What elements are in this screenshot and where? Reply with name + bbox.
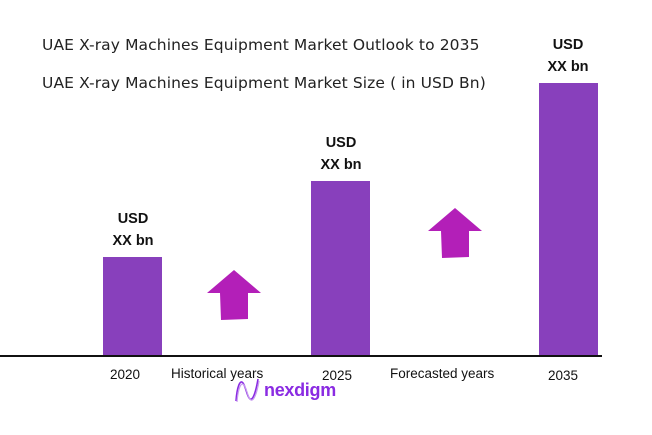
growth-arrow-up-icon (428, 208, 482, 258)
chart-title: UAE X-ray Machines Equipment Market Outl… (42, 36, 480, 54)
x-label-2035: 2035 (548, 368, 579, 383)
bar-2025 (311, 181, 370, 356)
value-label-2020: USD XX bn (112, 211, 154, 249)
historical-years-label: Historical years (171, 366, 264, 381)
value-label-2025: USD XX bn (320, 135, 362, 173)
logo-text: nexdigm (264, 379, 336, 400)
bar-2020 (103, 257, 162, 356)
forecasted-years-label: Forecasted years (390, 366, 495, 381)
growth-arrow-up-icon (207, 270, 261, 320)
nexdigm-logo: nexdigm (234, 377, 336, 403)
x-label-2025: 2025 (322, 368, 353, 383)
bar-2035 (539, 83, 598, 356)
chart-subtitle: UAE X-ray Machines Equipment Market Size… (42, 74, 486, 92)
nexdigm-wave-icon (235, 378, 260, 403)
x-axis-line (0, 355, 602, 357)
value-label-2035: USD XX bn (547, 37, 589, 75)
x-label-2020: 2020 (110, 367, 141, 382)
